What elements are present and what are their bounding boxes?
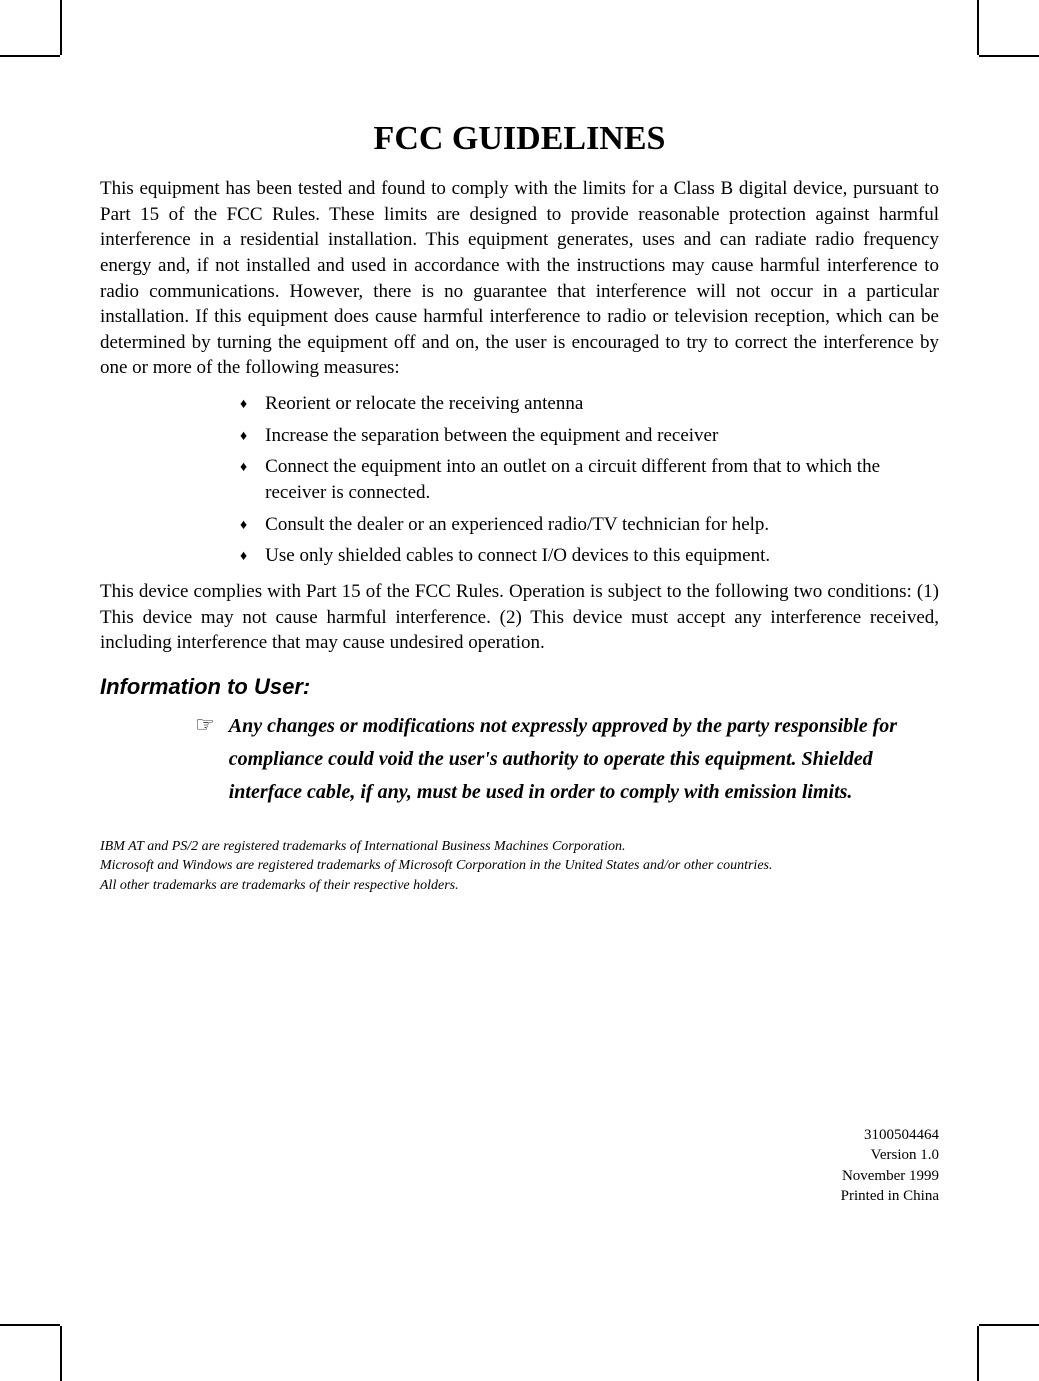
document-content: FCC GUIDELINES This equipment has been t… [100, 120, 939, 896]
footer-line: 3100504464 [841, 1125, 939, 1145]
footer-line: November 1999 [841, 1166, 939, 1186]
footer-line: Version 1.0 [841, 1145, 939, 1165]
crop-mark [977, 0, 979, 55]
bullet-text: Connect the equipment into an outlet on … [265, 454, 939, 505]
info-block: ☞ Any changes or modifications not expre… [195, 710, 939, 809]
footer-block: 3100504464 Version 1.0 November 1999 Pri… [841, 1125, 939, 1206]
diamond-icon: ♦ [240, 428, 247, 447]
list-item: ♦ Reorient or relocate the receiving ant… [240, 391, 939, 417]
crop-mark [977, 1326, 979, 1381]
page-title: FCC GUIDELINES [100, 120, 939, 158]
info-text: Any changes or modifications not express… [229, 710, 939, 809]
crop-mark [979, 55, 1039, 57]
crop-mark [60, 1326, 62, 1381]
footer-line: Printed in China [841, 1186, 939, 1206]
diamond-icon: ♦ [240, 459, 247, 478]
bullet-list: ♦ Reorient or relocate the receiving ant… [240, 391, 939, 569]
diamond-icon: ♦ [240, 548, 247, 567]
bullet-text: Reorient or relocate the receiving anten… [265, 391, 939, 417]
trademark-line: Microsoft and Windows are registered tra… [100, 856, 939, 876]
intro-paragraph: This equipment has been tested and found… [100, 176, 939, 381]
bullet-text: Consult the dealer or an experienced rad… [265, 512, 939, 538]
crop-mark [0, 1324, 60, 1326]
diamond-icon: ♦ [240, 517, 247, 536]
list-item: ♦ Use only shielded cables to connect I/… [240, 543, 939, 569]
compliance-paragraph: This device complies with Part 15 of the… [100, 579, 939, 656]
crop-mark [60, 0, 62, 55]
trademark-block: IBM AT and PS/2 are registered trademark… [100, 837, 939, 896]
bullet-text: Use only shielded cables to connect I/O … [265, 543, 939, 569]
trademark-line: IBM AT and PS/2 are registered trademark… [100, 837, 939, 857]
trademark-line: All other trademarks are trademarks of t… [100, 876, 939, 896]
list-item: ♦ Increase the separation between the eq… [240, 423, 939, 449]
section-header: Information to User: [100, 674, 939, 700]
crop-mark [0, 55, 60, 57]
bullet-text: Increase the separation between the equi… [265, 423, 939, 449]
list-item: ♦ Connect the equipment into an outlet o… [240, 454, 939, 505]
list-item: ♦ Consult the dealer or an experienced r… [240, 512, 939, 538]
crop-mark [979, 1324, 1039, 1326]
pointer-icon: ☞ [195, 712, 215, 738]
diamond-icon: ♦ [240, 396, 247, 415]
